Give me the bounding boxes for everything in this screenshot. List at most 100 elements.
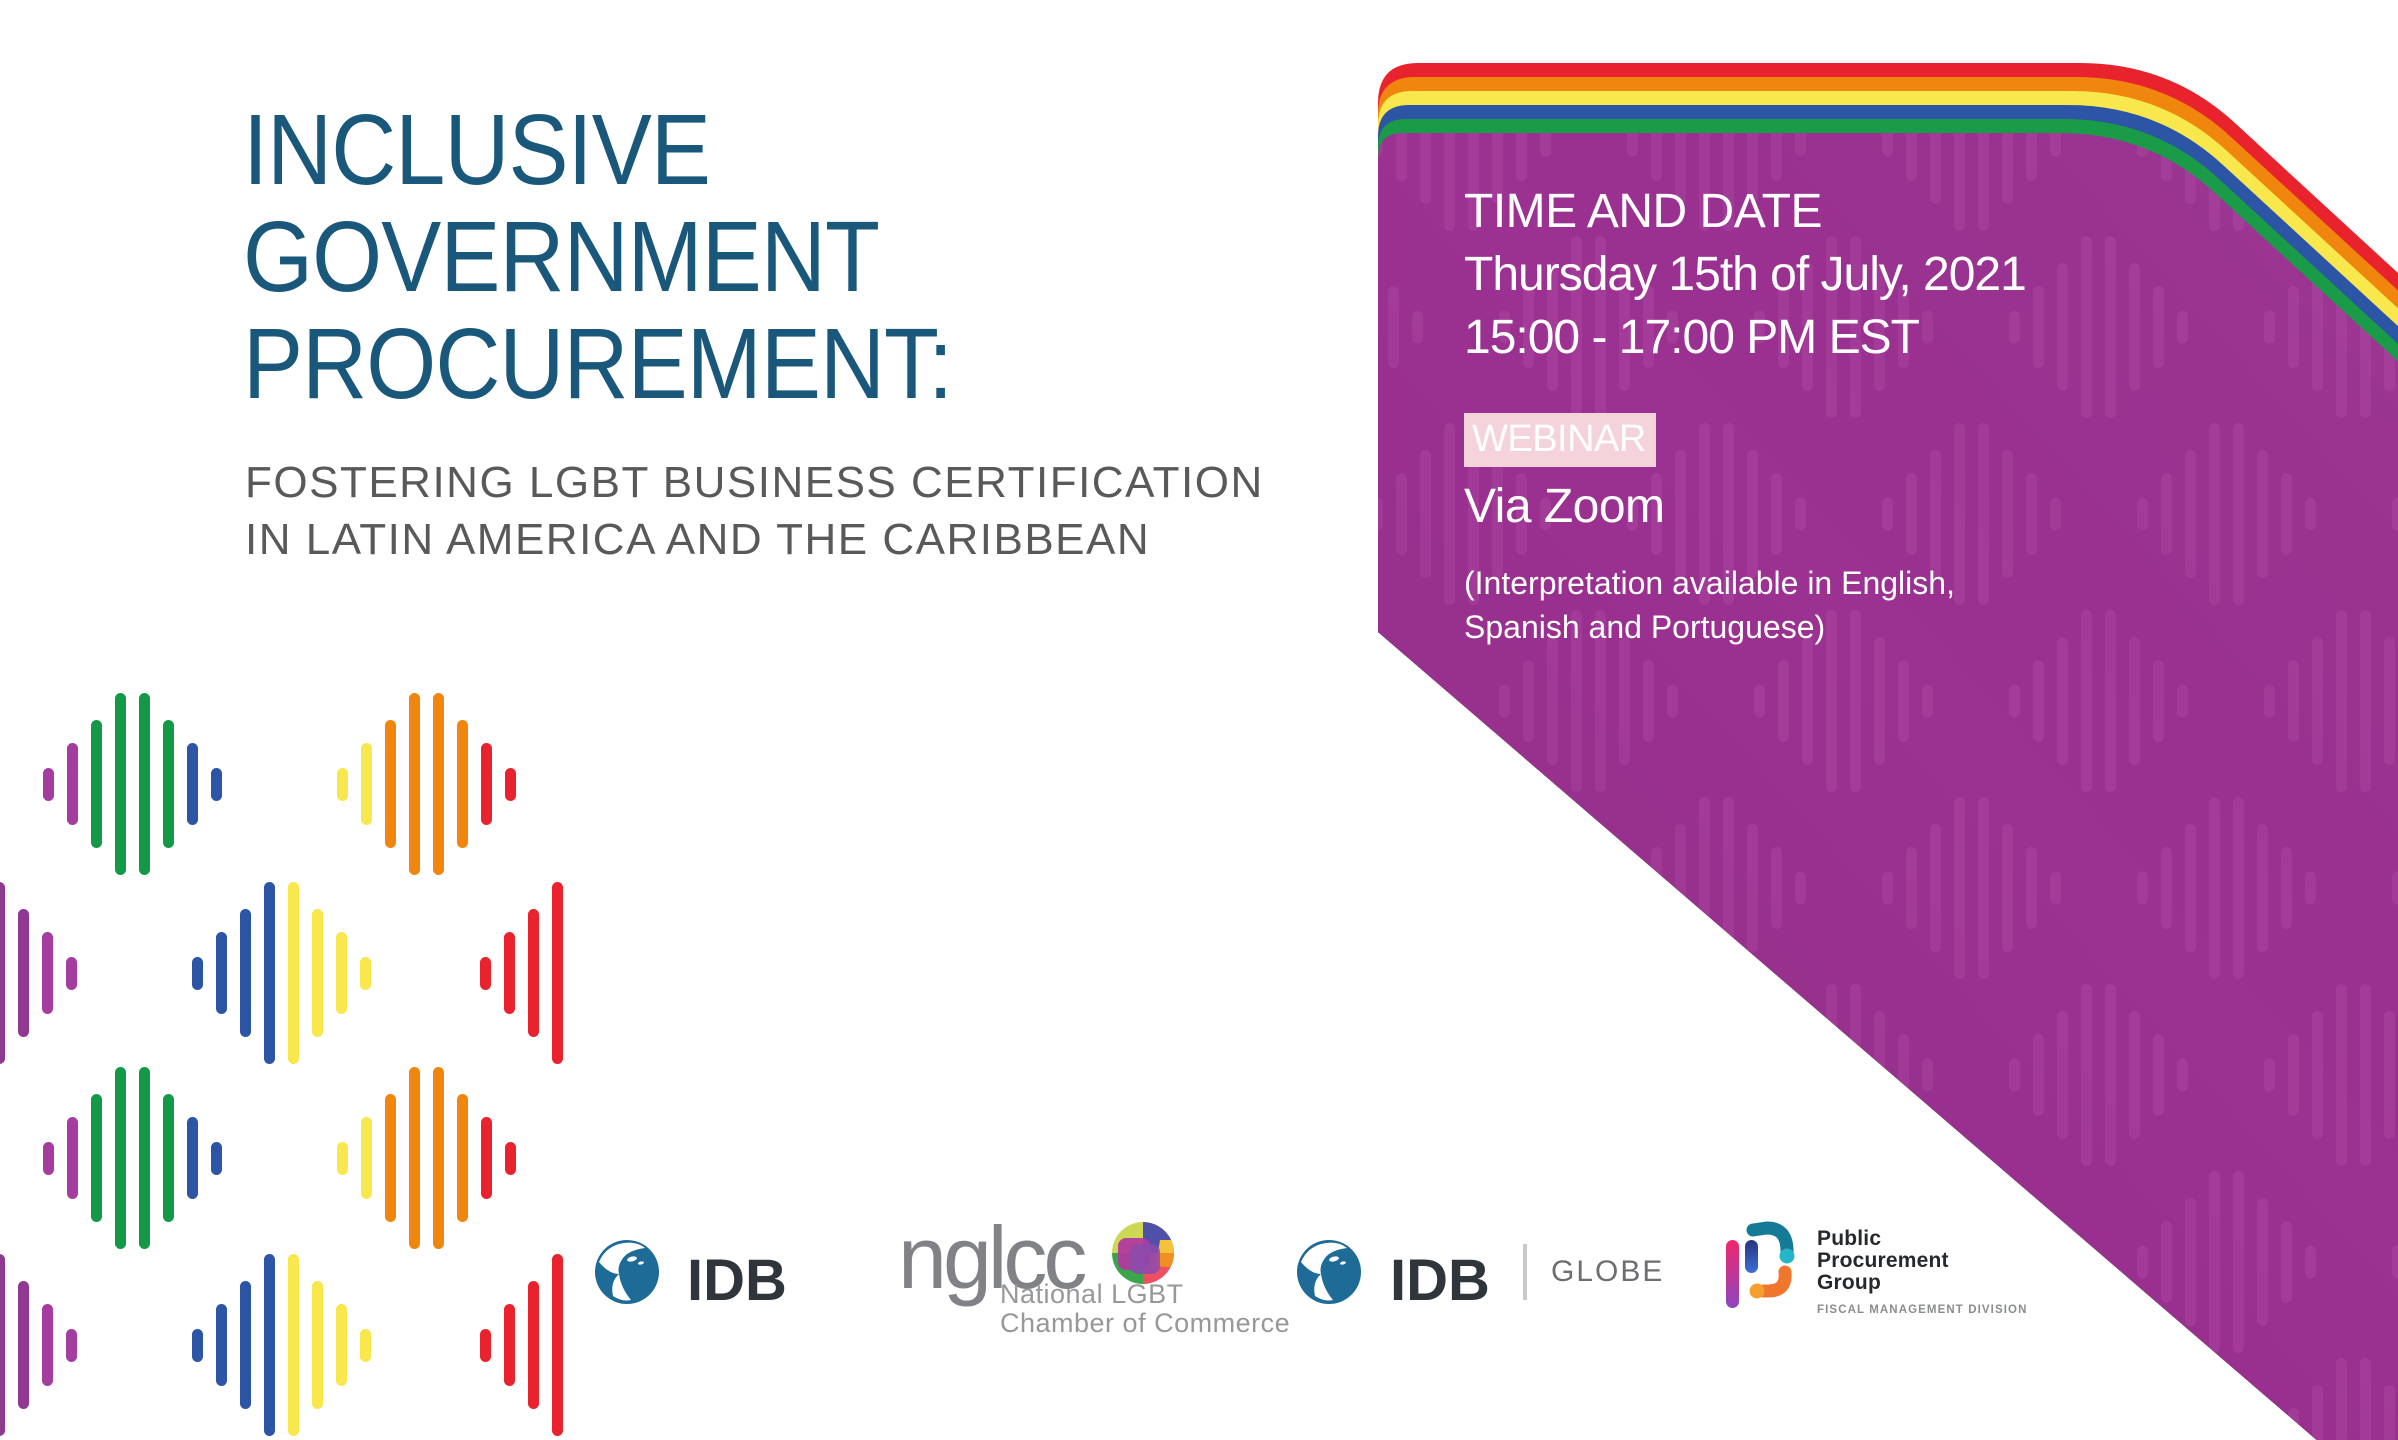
panel-wave-bar bbox=[1268, 660, 1279, 742]
panel-wave-bar bbox=[1364, 637, 1375, 765]
panel-wave-bar bbox=[2233, 133, 2244, 231]
ppg-name-line-2: Procurement bbox=[1817, 1249, 1949, 1272]
panel-wave-bar bbox=[1340, 610, 1351, 792]
subtitle-line-2: IN LATIN AMERICA AND THE CARIBBEAN bbox=[245, 515, 1151, 564]
wave-bar bbox=[504, 932, 515, 1014]
panel-wave-bar bbox=[2185, 824, 2196, 952]
globe-label: GLOBE bbox=[1551, 1255, 1665, 1288]
panel-wave-bar bbox=[1667, 1432, 1678, 1440]
logo-divider bbox=[1523, 1244, 1527, 1300]
wave-bar bbox=[66, 1328, 77, 1362]
panel-wave-bar bbox=[2209, 797, 2220, 979]
panel-wave-bar bbox=[1627, 871, 1638, 905]
panel-wave-bar bbox=[2392, 497, 2398, 531]
wave-bar bbox=[528, 909, 539, 1037]
panel-wave-bar bbox=[2233, 423, 2244, 605]
panel-wave-bar bbox=[1420, 450, 1431, 578]
panel-wave-bar bbox=[1420, 824, 1431, 952]
panel-wave-bar bbox=[2264, 310, 2275, 344]
panel-wave-bar bbox=[2288, 286, 2299, 368]
panel-wave-bar bbox=[1754, 1058, 1765, 1092]
panel-wave-bar bbox=[1499, 1058, 1510, 1092]
panel-wave-bar bbox=[1778, 1034, 1789, 1116]
panel-wave-bar bbox=[1378, 871, 1383, 905]
panel-wave-bar bbox=[1643, 660, 1654, 742]
panel-wave-bar bbox=[1523, 660, 1534, 742]
panel-wave-bar bbox=[1547, 637, 1558, 765]
wave-bar bbox=[211, 1141, 222, 1175]
panel-wave-bar bbox=[1388, 286, 1399, 368]
wave-bar bbox=[361, 743, 372, 825]
panel-wave-bar bbox=[2281, 1221, 2292, 1303]
panel-wave-bar bbox=[2177, 684, 2188, 718]
panel-wave-bar bbox=[1340, 984, 1351, 1166]
panel-wave-bar bbox=[2209, 1171, 2220, 1353]
panel-wave-bar bbox=[1516, 133, 1527, 181]
time-and-date-label: TIME AND DATE bbox=[1464, 185, 1822, 238]
panel-wave-bar bbox=[1516, 847, 1527, 929]
panel-wave-bar bbox=[2281, 133, 2292, 181]
panel-wave-bar bbox=[2137, 1245, 2148, 1279]
panel-wave-bar bbox=[2305, 871, 2316, 905]
wave-bar bbox=[409, 693, 420, 875]
panel-wave-bar bbox=[1547, 1385, 1558, 1440]
panel-wave-bar bbox=[1667, 1058, 1678, 1092]
title-line-2: GOVERNMENT bbox=[243, 201, 880, 313]
panel-wave-bar bbox=[2009, 684, 2020, 718]
wave-bar bbox=[163, 720, 174, 848]
panel-wave-bar bbox=[1364, 1011, 1375, 1139]
wave-bar bbox=[211, 767, 222, 801]
panel-wave-bar bbox=[1754, 684, 1765, 718]
panel-wave-bar bbox=[1388, 660, 1399, 742]
panel-wave-bar bbox=[2161, 847, 2172, 929]
panel-wave-bar bbox=[1675, 1198, 1686, 1326]
wave-bar bbox=[67, 743, 78, 825]
panel-wave-bar bbox=[2264, 684, 2275, 718]
panel-wave-bar bbox=[2177, 1058, 2188, 1092]
panel-wave-bar bbox=[1540, 133, 1551, 157]
panel-wave-bar bbox=[1978, 797, 1989, 979]
panel-wave-bar bbox=[2129, 1011, 2140, 1139]
event-info: TIME AND DATE Thursday 15th of July, 202… bbox=[1464, 180, 2184, 649]
wave-bar bbox=[139, 1067, 150, 1249]
panel-wave-bar bbox=[1244, 1433, 1255, 1440]
wave-bar bbox=[312, 909, 323, 1037]
panel-wave-bar bbox=[2360, 610, 2371, 792]
panel-wave-bar bbox=[1364, 263, 1375, 391]
panel-wave-bar bbox=[1754, 1432, 1765, 1440]
panel-wave-bar bbox=[2050, 133, 2061, 157]
panel-wave-bar bbox=[2105, 1358, 2116, 1440]
panel-wave-bar bbox=[2360, 236, 2371, 418]
panel-wave-bar bbox=[2161, 133, 2172, 181]
wave-bar bbox=[457, 720, 468, 848]
ppg-name-line-3: Group bbox=[1817, 1271, 1881, 1294]
panel-wave-bar bbox=[1571, 984, 1582, 1166]
wave-bar bbox=[139, 693, 150, 875]
wave-bar bbox=[264, 1254, 275, 1436]
nglcc-caption-line-2: Chamber of Commerce bbox=[1000, 1308, 1291, 1338]
panel-wave-bar bbox=[1378, 1245, 1383, 1279]
panel-wave-bar bbox=[1492, 824, 1503, 952]
panel-wave-bar bbox=[1802, 1385, 1813, 1440]
subtitle-line-1: FOSTERING LGBT BUSINESS CERTIFICATION bbox=[245, 458, 1264, 507]
wave-bar bbox=[457, 1094, 468, 1222]
panel-wave-bar bbox=[1850, 1358, 1861, 1440]
idb-wordmark: IDB bbox=[687, 1248, 787, 1313]
panel-wave-bar bbox=[2002, 824, 2013, 952]
wave-bar bbox=[42, 932, 53, 1014]
panel-wave-bar bbox=[2305, 1245, 2316, 1279]
title-line-3: PROCUREMENT: bbox=[243, 308, 953, 420]
panel-wave-bar bbox=[2185, 133, 2196, 204]
panel-wave-bar bbox=[2137, 133, 2148, 157]
panel-wave-bar bbox=[1244, 685, 1255, 718]
panel-wave-bar bbox=[1922, 1058, 1933, 1092]
panel-wave-bar bbox=[2384, 263, 2395, 391]
wave-bar bbox=[187, 743, 198, 825]
wave-bar bbox=[337, 1141, 348, 1175]
panel-wave-bar bbox=[2026, 847, 2037, 929]
wave-bar bbox=[481, 743, 492, 825]
panel-wave-bar bbox=[1378, 133, 1383, 157]
panel-wave-bar bbox=[2281, 473, 2292, 555]
panel-wave-bar bbox=[2288, 660, 2299, 742]
panel-wave-bar bbox=[2033, 1408, 2044, 1440]
